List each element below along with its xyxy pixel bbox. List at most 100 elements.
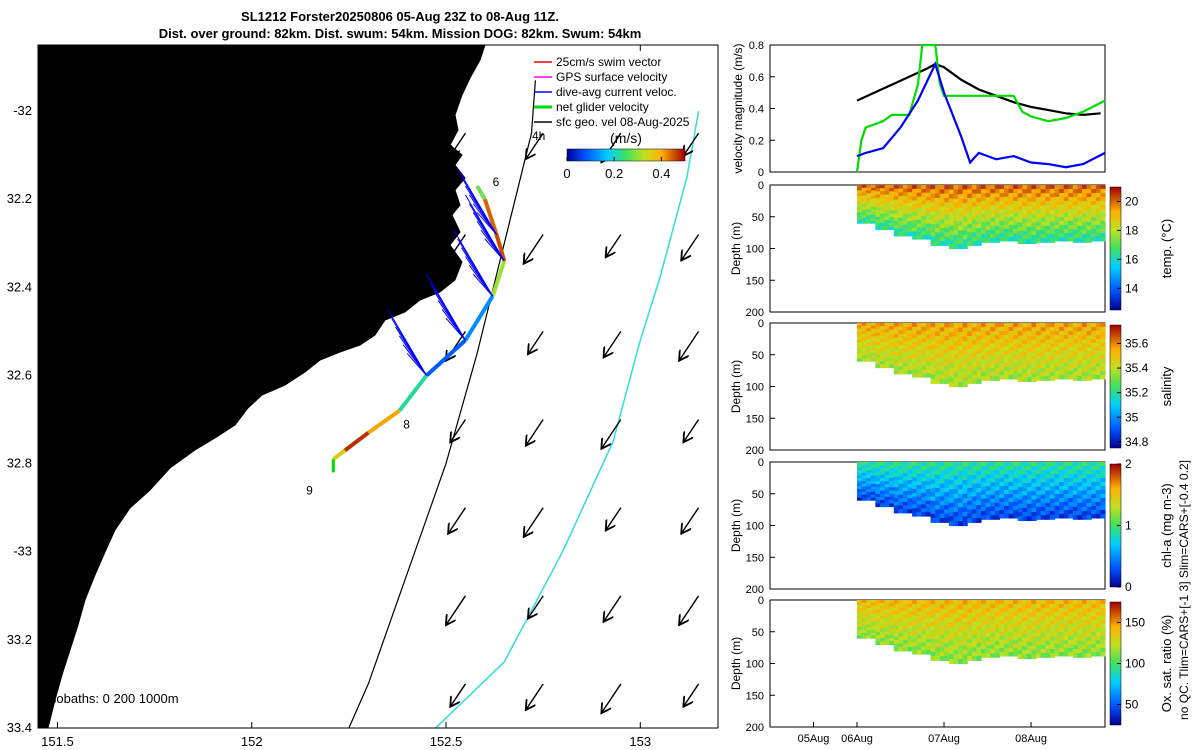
heatmap-cell xyxy=(958,604,964,610)
heatmap-cell xyxy=(967,366,973,371)
heatmap-cell xyxy=(944,228,950,233)
heatmap-cell xyxy=(985,376,991,381)
heatmap-cell xyxy=(999,505,1005,511)
heatmap-colorbar-label: 100 xyxy=(1125,657,1145,671)
heatmap-cell xyxy=(1054,482,1060,487)
heatmap-cell xyxy=(1008,612,1014,617)
heatmap-cell xyxy=(1031,214,1037,219)
heatmap-cell xyxy=(994,225,1000,231)
heatmap-cell xyxy=(999,212,1005,218)
heatmap-cell xyxy=(1063,205,1069,210)
heatmap-cell xyxy=(884,361,890,365)
heatmap-cell xyxy=(866,464,872,468)
heatmap-cell xyxy=(1008,374,1014,380)
heatmap-cell xyxy=(1045,359,1051,365)
heatmap-cell xyxy=(948,203,955,209)
heatmap-cell xyxy=(1004,346,1010,352)
heatmap-cell xyxy=(1059,374,1065,380)
heatmap-cell xyxy=(902,462,909,467)
heatmap-cell xyxy=(893,362,899,368)
heatmap-cell xyxy=(1059,327,1065,332)
heatmap-cell xyxy=(907,370,913,375)
heatmap-cell xyxy=(902,505,909,510)
heatmap-cell xyxy=(967,327,973,333)
heatmap-cell xyxy=(990,225,996,231)
heatmap-cell xyxy=(1004,362,1010,368)
heatmap-cell xyxy=(1049,490,1056,496)
heatmap-cell xyxy=(1008,362,1014,368)
heatmap-cell xyxy=(1082,506,1088,512)
heatmap-cell xyxy=(985,229,991,235)
heatmap-cell xyxy=(1086,185,1092,190)
heatmap-cell xyxy=(939,462,945,467)
heatmap-cell xyxy=(971,361,977,367)
heatmap-cell xyxy=(1036,201,1042,206)
heatmap-cell xyxy=(967,236,973,242)
heatmap-cell xyxy=(930,617,936,623)
heatmap-cell xyxy=(1059,193,1065,198)
heatmap-cell xyxy=(1091,509,1097,515)
heatmap-cell xyxy=(921,473,927,479)
heatmap-cell xyxy=(1026,645,1033,651)
heatmap-cell xyxy=(912,223,918,229)
heatmap-cell xyxy=(884,323,890,327)
heatmap-cell xyxy=(1045,197,1051,202)
heatmap-cell xyxy=(1017,373,1023,378)
heatmap-cell xyxy=(925,638,932,644)
heatmap-cell xyxy=(1068,205,1074,210)
heatmap-cell xyxy=(990,511,996,516)
heatmap-cell xyxy=(1086,367,1092,373)
heatmap-cell xyxy=(976,236,982,242)
heatmap-cell xyxy=(1086,238,1092,243)
heatmap-cell xyxy=(921,204,927,209)
map-ytick-label: -32 xyxy=(13,103,32,118)
heatmap-cell xyxy=(990,632,996,638)
heatmap-cell xyxy=(889,185,895,189)
heatmap-cell xyxy=(1013,189,1019,194)
heatmap-cell xyxy=(916,212,922,217)
heatmap-cell xyxy=(1049,515,1056,520)
heatmap-cell xyxy=(1040,474,1046,479)
heatmap-cell xyxy=(976,327,982,333)
heatmap-cell xyxy=(1008,197,1014,202)
heatmap-cell xyxy=(1072,486,1079,492)
heatmap-cell xyxy=(939,492,945,498)
heatmap-cell xyxy=(935,219,941,225)
heatmap-cell xyxy=(939,656,945,661)
heatmap-cell xyxy=(930,202,936,208)
heatmap-cell xyxy=(898,228,904,233)
heatmap-cell xyxy=(990,229,996,235)
heatmap-cell xyxy=(1059,220,1065,226)
heatmap-cell xyxy=(898,359,904,364)
heatmap-cell xyxy=(1040,209,1046,215)
heatmap-cell xyxy=(1008,604,1014,609)
heatmap-cell xyxy=(889,197,895,202)
heatmap-cell xyxy=(857,355,863,359)
heatmap-cell xyxy=(1077,367,1083,373)
heatmap-cell xyxy=(1054,323,1060,328)
heatmap-cell xyxy=(958,354,964,360)
heatmap-cell xyxy=(985,193,991,198)
heatmap-cell xyxy=(898,330,904,335)
heatmap-cell xyxy=(875,364,881,369)
heatmap-cell xyxy=(1100,501,1106,507)
glider-track xyxy=(331,168,507,473)
heatmap-cell xyxy=(981,600,987,605)
heatmap-cell xyxy=(967,500,973,506)
heatmap-cell xyxy=(870,613,876,617)
heatmap-cell xyxy=(939,357,945,363)
heatmap-cell xyxy=(1100,327,1106,332)
heatmap-cell xyxy=(953,604,959,610)
heatmap-cell xyxy=(880,213,886,218)
heatmap-cell xyxy=(921,353,927,359)
heatmap-cell xyxy=(1045,238,1051,243)
heatmap-colorbar-label: 18 xyxy=(1125,223,1139,237)
heatmap-colorbar-label: 0 xyxy=(1125,580,1132,594)
heatmap-cell xyxy=(1017,608,1023,614)
heatmap-cell xyxy=(870,185,876,189)
heatmap-cell xyxy=(921,650,927,655)
heatmap-cell xyxy=(1077,225,1083,231)
map-xtick-label: 152.5 xyxy=(430,734,463,749)
heatmap-cell xyxy=(1004,228,1010,234)
geo-vector xyxy=(451,419,467,442)
